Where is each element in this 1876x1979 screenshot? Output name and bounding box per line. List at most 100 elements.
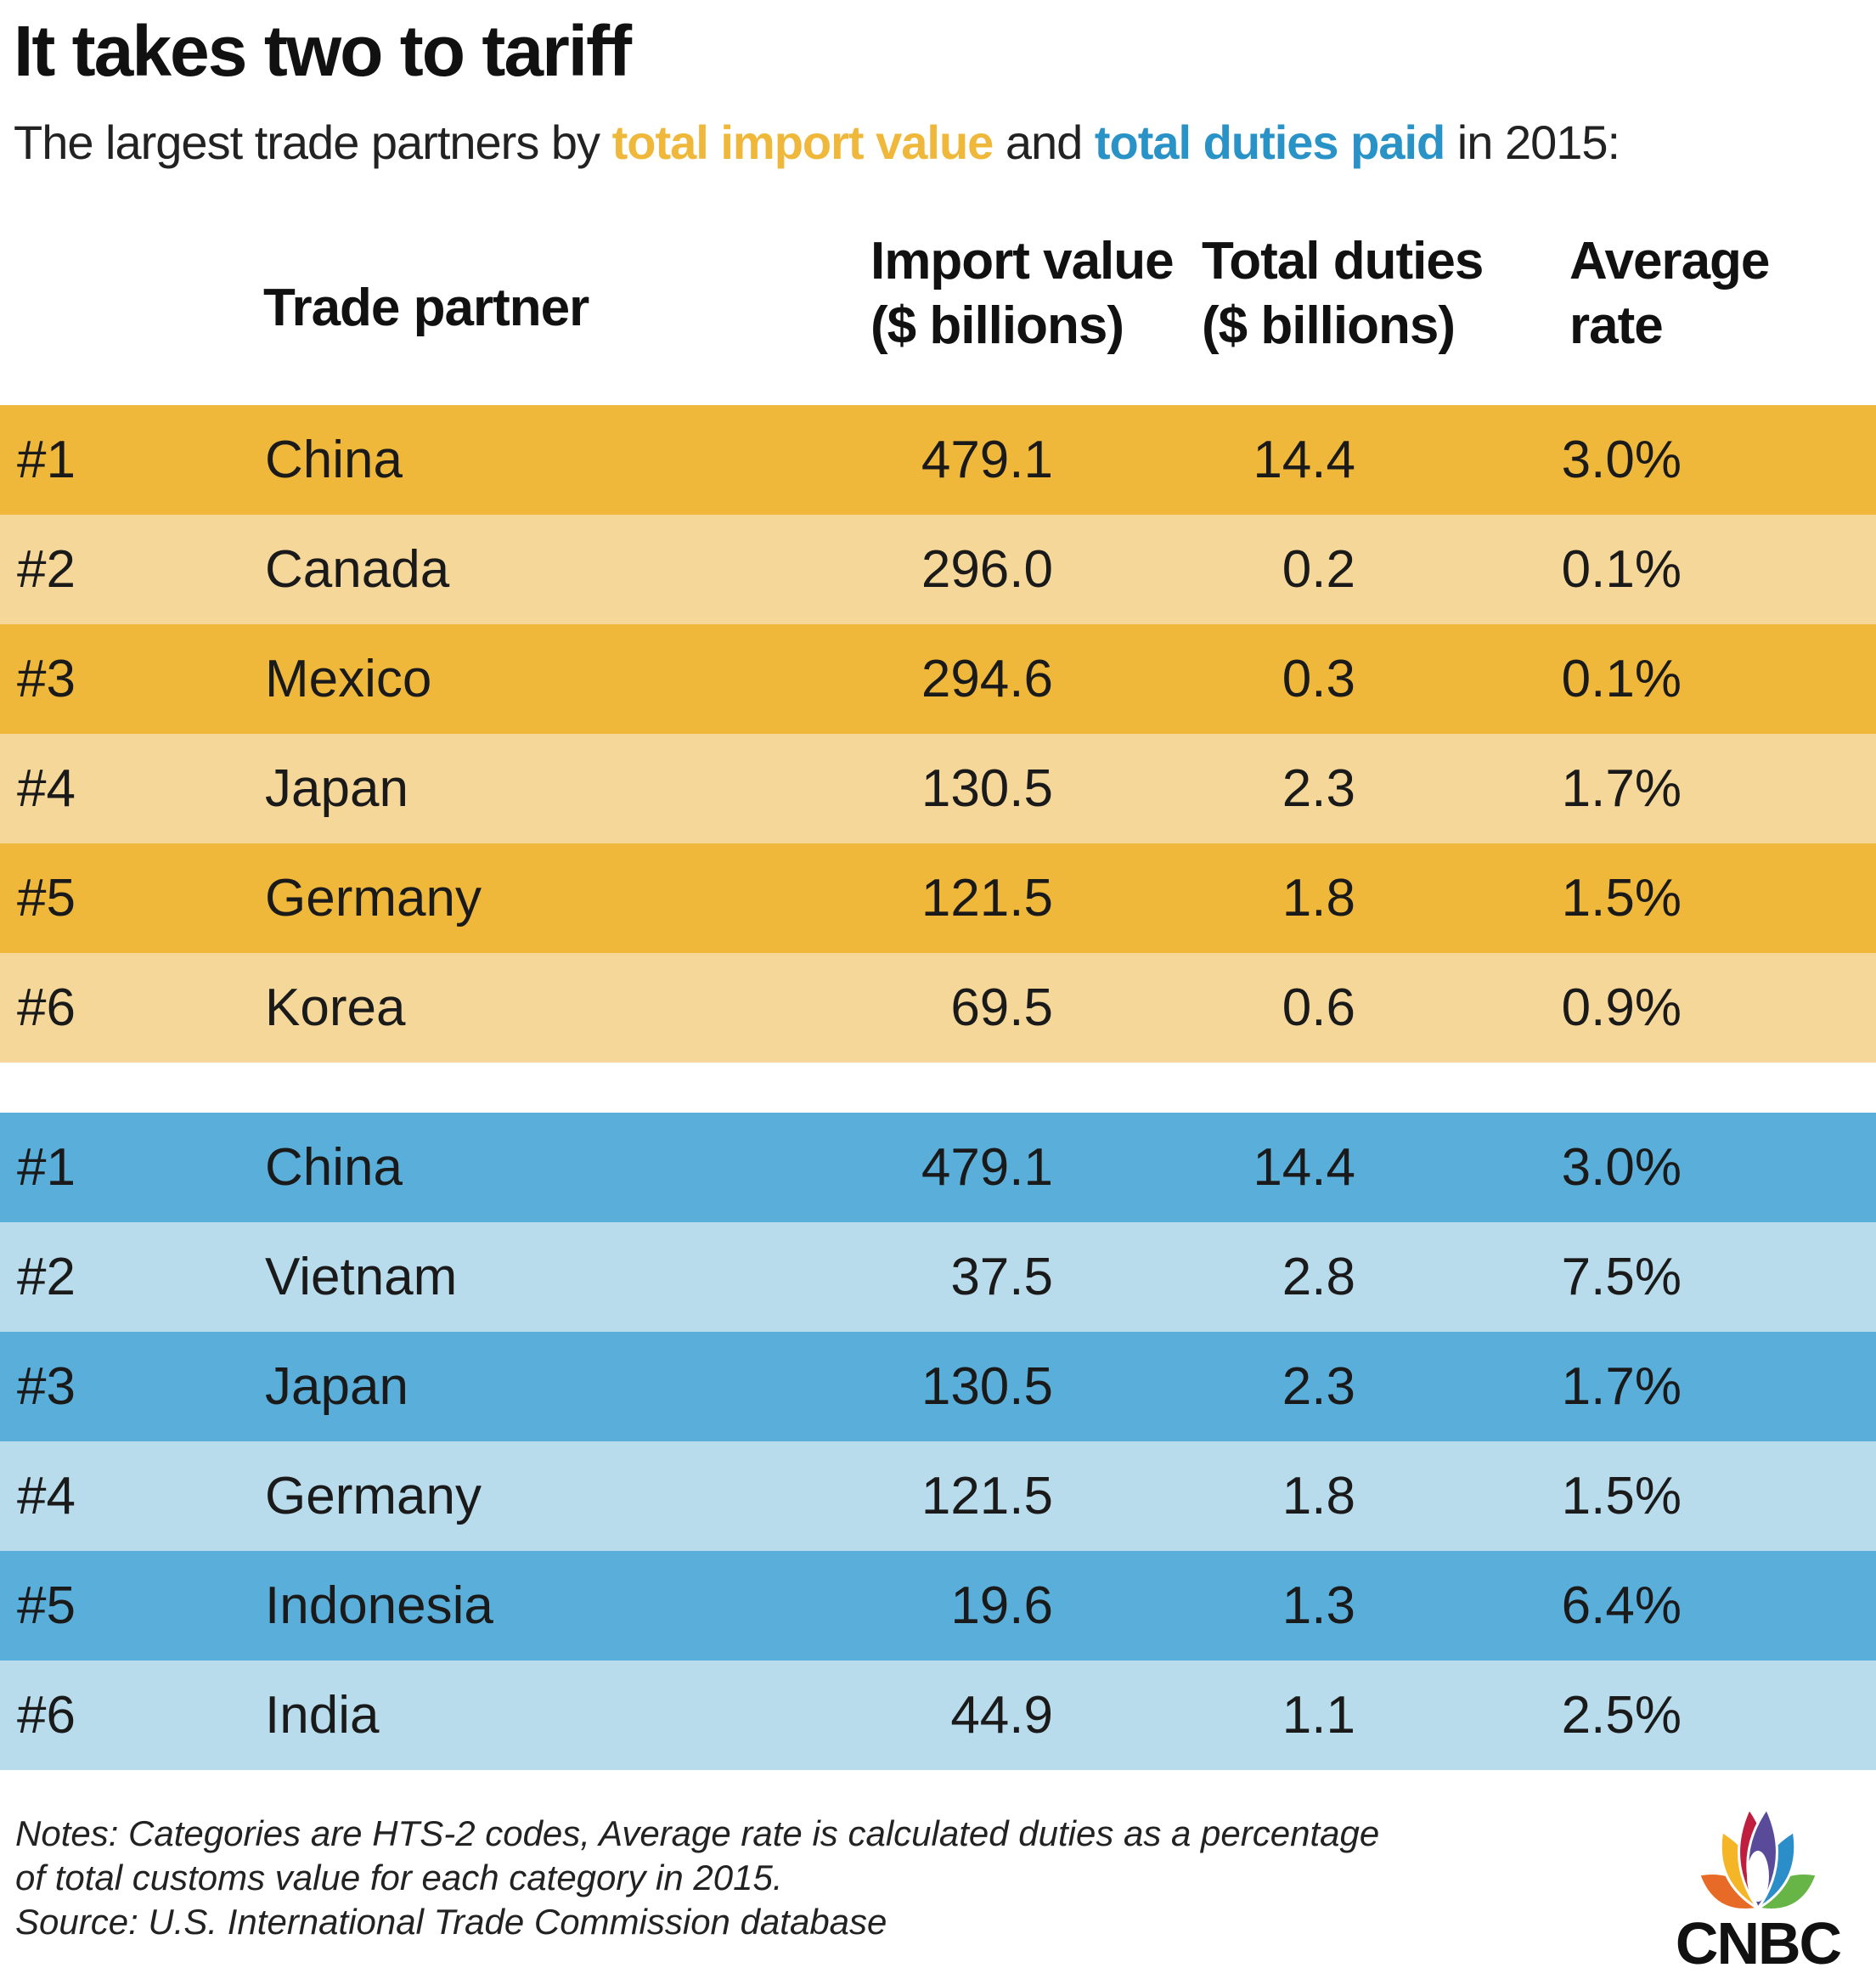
chart-subtitle: The largest trade partners by total impo… xyxy=(14,119,1620,166)
cell-partner: Vietnam xyxy=(265,1247,458,1306)
cell-total-duties: 2.8 xyxy=(1282,1247,1355,1306)
cell-average-rate: 0.1% xyxy=(1561,539,1682,599)
table-row: #6 India 44.9 1.1 2.5% xyxy=(0,1660,1876,1770)
cell-total-duties: 0.3 xyxy=(1282,649,1355,708)
cell-spacer xyxy=(1682,515,1876,624)
cell-average-rate: 0.1% xyxy=(1561,649,1682,708)
cell-total-duties: 1.8 xyxy=(1282,868,1355,927)
cell-average-rate: 3.0% xyxy=(1561,430,1682,489)
notes-line-2: of total customs value for each category… xyxy=(15,1858,783,1897)
header-total-duties: Total duties ($ billions) xyxy=(1202,229,1484,358)
chart-title: It takes two to tariff xyxy=(14,11,632,91)
cell-import-value: 69.5 xyxy=(950,978,1053,1037)
cell-average-rate: 2.5% xyxy=(1561,1685,1682,1745)
cell-average-rate: 1.5% xyxy=(1561,868,1682,927)
header-trade-partner: Trade partner xyxy=(263,276,589,341)
cell-spacer xyxy=(1682,734,1876,843)
notes-line-1: Notes: Categories are HTS-2 codes, Avera… xyxy=(15,1813,1380,1853)
cell-import-value: 479.1 xyxy=(921,1137,1053,1197)
table-row: #1 China 479.1 14.4 3.0% xyxy=(0,1113,1876,1222)
cell-rank: #1 xyxy=(17,430,76,489)
cell-rank: #2 xyxy=(17,1247,76,1306)
cell-spacer xyxy=(1682,953,1876,1063)
cell-rank: #3 xyxy=(17,649,76,708)
header-import-value-line1: Import value xyxy=(870,232,1175,290)
header-average-rate: Average rate xyxy=(1569,229,1770,358)
cell-rank: #2 xyxy=(17,539,76,599)
cell-rank: #3 xyxy=(17,1356,76,1416)
cell-average-rate: 1.7% xyxy=(1561,758,1682,818)
header-average-rate-line2: rate xyxy=(1569,296,1664,355)
cell-spacer xyxy=(1682,843,1876,953)
cell-import-value: 19.6 xyxy=(950,1576,1053,1635)
cell-spacer xyxy=(1682,624,1876,734)
import-value-table: #1 China 479.1 14.4 3.0% #2 Canada 296.0 0.2 0.1%… xyxy=(0,405,1876,1063)
column-headers: Trade partner Import value ($ billions) … xyxy=(0,229,1876,399)
cell-partner: Japan xyxy=(265,1356,408,1416)
cell-average-rate: 3.0% xyxy=(1561,1137,1682,1197)
source-line: Source: U.S. International Trade Commiss… xyxy=(15,1902,887,1942)
cell-import-value: 37.5 xyxy=(950,1247,1053,1306)
cell-spacer xyxy=(1682,1441,1876,1551)
cell-partner: Korea xyxy=(265,978,406,1037)
cell-average-rate: 1.5% xyxy=(1561,1466,1682,1525)
cell-rank: #5 xyxy=(17,1576,76,1635)
cell-spacer xyxy=(1682,1332,1876,1441)
cell-total-duties: 1.1 xyxy=(1282,1685,1355,1745)
header-average-rate-line1: Average xyxy=(1569,232,1770,290)
table-row: #2 Canada 296.0 0.2 0.1% xyxy=(0,515,1876,624)
cell-partner: Canada xyxy=(265,539,450,599)
table-row: #5 Germany 121.5 1.8 1.5% xyxy=(0,843,1876,953)
peacock-body xyxy=(1747,1851,1769,1902)
cell-total-duties: 1.3 xyxy=(1282,1576,1355,1635)
cell-total-duties: 14.4 xyxy=(1253,430,1355,489)
cell-total-duties: 2.3 xyxy=(1282,1356,1355,1416)
cell-rank: #5 xyxy=(17,868,76,927)
cell-partner: Germany xyxy=(265,868,482,927)
logo-wordmark: CNBC xyxy=(1675,1910,1842,1976)
table-row: #3 Japan 130.5 2.3 1.7% xyxy=(0,1332,1876,1441)
cell-partner: Mexico xyxy=(265,649,432,708)
cell-partner: Indonesia xyxy=(265,1576,493,1635)
cell-import-value: 130.5 xyxy=(921,1356,1053,1416)
cell-average-rate: 6.4% xyxy=(1561,1576,1682,1635)
cell-import-value: 44.9 xyxy=(950,1685,1053,1745)
cell-spacer xyxy=(1682,1551,1876,1660)
table-row: #2 Vietnam 37.5 2.8 7.5% xyxy=(0,1222,1876,1332)
cell-total-duties: 2.3 xyxy=(1282,758,1355,818)
notes: Notes: Categories are HTS-2 codes, Avera… xyxy=(15,1812,1379,1944)
peacock-logo-icon xyxy=(1697,1806,1819,1911)
header-total-duties-line2: ($ billions) xyxy=(1202,296,1456,355)
cell-average-rate: 7.5% xyxy=(1561,1247,1682,1306)
table-row: #4 Japan 130.5 2.3 1.7% xyxy=(0,734,1876,843)
cell-total-duties: 14.4 xyxy=(1253,1137,1355,1197)
cell-average-rate: 1.7% xyxy=(1561,1356,1682,1416)
cell-spacer xyxy=(1682,1113,1876,1222)
cell-partner: India xyxy=(265,1685,380,1745)
cell-partner: China xyxy=(265,1137,403,1197)
subtitle-duties-highlight: total duties paid xyxy=(1094,116,1445,169)
cell-import-value: 121.5 xyxy=(921,1466,1053,1525)
header-total-duties-line1: Total duties xyxy=(1202,232,1484,290)
cell-import-value: 294.6 xyxy=(921,649,1053,708)
subtitle-middle: and xyxy=(993,116,1095,169)
cell-import-value: 121.5 xyxy=(921,868,1053,927)
cell-rank: #4 xyxy=(17,1466,76,1525)
header-import-value-line2: ($ billions) xyxy=(870,296,1124,355)
cell-rank: #6 xyxy=(17,978,76,1037)
cell-spacer xyxy=(1682,1660,1876,1770)
table-row: #3 Mexico 294.6 0.3 0.1% xyxy=(0,624,1876,734)
cell-spacer xyxy=(1682,405,1876,515)
cell-total-duties: 0.2 xyxy=(1282,539,1355,599)
cell-rank: #1 xyxy=(17,1137,76,1197)
cell-import-value: 296.0 xyxy=(921,539,1053,599)
cell-partner: China xyxy=(265,430,403,489)
cell-import-value: 130.5 xyxy=(921,758,1053,818)
cell-average-rate: 0.9% xyxy=(1561,978,1682,1037)
table-row: #4 Germany 121.5 1.8 1.5% xyxy=(0,1441,1876,1551)
cell-partner: Japan xyxy=(265,758,408,818)
cell-import-value: 479.1 xyxy=(921,430,1053,489)
cell-rank: #4 xyxy=(17,758,76,818)
cell-total-duties: 0.6 xyxy=(1282,978,1355,1037)
header-trade-partner-label: Trade partner xyxy=(263,279,589,337)
